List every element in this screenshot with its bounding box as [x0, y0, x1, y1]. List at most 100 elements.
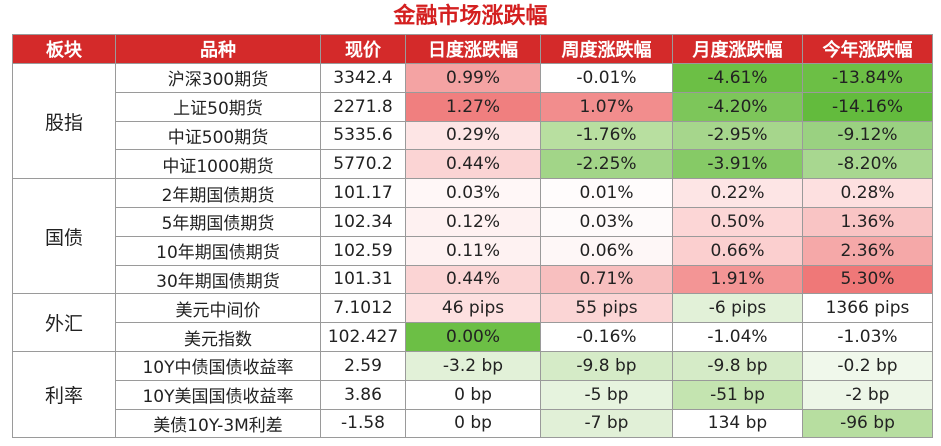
change-cell: 1.36%	[802, 206, 933, 237]
change-cell: -1.76%	[540, 120, 673, 151]
change-cell: 0.28%	[802, 178, 933, 208]
change-cell: 0.03%	[540, 206, 673, 237]
header-cell: 品种	[115, 34, 321, 64]
change-cell: -14.16%	[802, 91, 933, 122]
change-cell: 46 pips	[405, 293, 541, 324]
change-cell: -7 bp	[540, 408, 673, 439]
change-cell: -2.95%	[672, 120, 803, 151]
change-cell: -1.03%	[802, 322, 933, 352]
product-cell: 10Y美国国债收益率	[115, 379, 321, 410]
table-row: 美债10Y-3M利差 -1.58 0 bp -7 bp 134 bp -96 bp	[13, 408, 933, 439]
change-cell: 0.44%	[405, 149, 541, 180]
header-cell: 周度涨跌幅	[540, 34, 673, 64]
change-cell: 0.00%	[405, 322, 541, 352]
price-cell: 101.17	[320, 178, 406, 208]
change-cell: 0.03%	[405, 178, 541, 208]
change-cell: -9.12%	[802, 120, 933, 151]
header-cell: 日度涨跌幅	[405, 34, 541, 64]
group-cell: 利率	[12, 350, 116, 439]
header-cell: 今年涨跌幅	[802, 34, 933, 64]
product-cell: 美元指数	[115, 322, 321, 352]
change-cell: -3.91%	[672, 149, 803, 180]
change-cell: 2.36%	[802, 235, 933, 266]
change-cell: 0.12%	[405, 206, 541, 237]
table-row: 10年期国债期货 102.59 0.11% 0.06% 0.66% 2.36%	[13, 235, 933, 266]
change-cell: 0.11%	[405, 235, 541, 266]
table-row: 中证500期货 5335.6 0.29% -1.76% -2.95% -9.12%	[13, 120, 933, 151]
price-cell: 2.59	[320, 350, 406, 381]
change-cell: 1.27%	[405, 91, 541, 122]
product-cell: 中证500期货	[115, 120, 321, 151]
change-cell: -2 bp	[802, 379, 933, 410]
price-cell: 5770.2	[320, 149, 406, 180]
change-cell: -8.20%	[802, 149, 933, 180]
table-row: 外汇 美元中间价 7.1012 46 pips 55 pips -6 pips 1366 p…	[12, 293, 933, 352]
title: 金融市场涨跌幅	[393, 4, 548, 29]
change-cell: 5.30%	[802, 264, 933, 295]
product-cell: 沪深300期货	[115, 63, 321, 93]
change-cell: 134 bp	[672, 408, 803, 439]
market-table: 板块 品种 现价 日度涨跌幅 周度涨跌幅 月度涨跌幅 今年涨跌幅 股指 沪深300期货 3342…	[12, 34, 933, 439]
change-cell: -4.61%	[672, 63, 803, 93]
change-cell: 0.29%	[405, 120, 541, 151]
change-cell: 1.91%	[672, 264, 803, 295]
price-cell: 102.34	[320, 206, 406, 237]
change-cell: 55 pips	[540, 293, 673, 324]
change-cell: 1366 pips	[802, 293, 933, 324]
group-cell: 国债	[12, 178, 116, 295]
price-cell: -1.58	[320, 408, 406, 439]
price-cell: 3.86	[320, 379, 406, 410]
price-cell: 3342.4	[320, 63, 406, 93]
table-row: 利率 10Y中债国债收益率 2.59 -3.2 bp -9.8 bp -9.8 bp -0.…	[12, 350, 933, 439]
change-cell: -0.01%	[540, 63, 673, 93]
header-row: 板块 品种 现价 日度涨跌幅 周度涨跌幅 月度涨跌幅 今年涨跌幅	[12, 34, 933, 64]
change-cell: -9.8 bp	[540, 350, 673, 381]
change-cell: -13.84%	[802, 63, 933, 93]
price-cell: 101.31	[320, 264, 406, 295]
table-row: 5年期国债期货 102.34 0.12% 0.03% 0.50% 1.36%	[13, 206, 933, 237]
header-cell: 现价	[320, 34, 406, 64]
change-cell: 1.07%	[540, 91, 673, 122]
price-cell: 2271.8	[320, 91, 406, 122]
product-cell: 2年期国债期货	[115, 178, 321, 208]
change-cell: 0.50%	[672, 206, 803, 237]
header-cell: 板块	[12, 34, 116, 64]
group-cell: 股指	[12, 62, 116, 180]
product-cell: 30年期国债期货	[115, 264, 321, 295]
change-cell: 0.99%	[405, 63, 541, 93]
change-cell: 0.66%	[672, 235, 803, 266]
price-cell: 102.59	[320, 235, 406, 266]
table-row: 股指 沪深300期货 3342.4 0.99% -0.01% -4.61% -13.84%	[12, 62, 933, 180]
table-row: 国债 2年期国债期货 101.17 0.03% 0.01% 0.22% 0.28%	[12, 178, 933, 295]
table-row: 上证50期货 2271.8 1.27% 1.07% -4.20% -14.16%	[13, 91, 933, 122]
product-cell: 10Y中债国债收益率	[115, 350, 321, 381]
change-cell: -5 bp	[540, 379, 673, 410]
change-cell: -2.25%	[540, 149, 673, 180]
product-cell: 中证1000期货	[115, 149, 321, 180]
product-cell: 美债10Y-3M利差	[115, 408, 321, 439]
change-cell: -1.04%	[672, 322, 803, 352]
change-cell: -51 bp	[672, 379, 803, 410]
product-cell: 5年期国债期货	[115, 206, 321, 237]
change-cell: 0.22%	[672, 178, 803, 208]
product-cell: 10年期国债期货	[115, 235, 321, 266]
change-cell: 0.71%	[540, 264, 673, 295]
product-cell: 美元中间价	[115, 293, 321, 324]
change-cell: -96 bp	[802, 408, 933, 439]
product-cell: 上证50期货	[115, 91, 321, 122]
group-cell: 外汇	[12, 293, 116, 352]
change-cell: -0.16%	[540, 322, 673, 352]
change-cell: -4.20%	[672, 91, 803, 122]
table-row: 10Y美国国债收益率 3.86 0 bp -5 bp -51 bp -2 bp	[13, 379, 933, 410]
change-cell: 0 bp	[405, 379, 541, 410]
change-cell: 0.06%	[540, 235, 673, 266]
change-cell: -0.2 bp	[802, 350, 933, 381]
change-cell: 0.01%	[540, 178, 673, 208]
change-cell: -9.8 bp	[672, 350, 803, 381]
price-cell: 102.427	[320, 322, 406, 352]
price-cell: 7.1012	[320, 293, 406, 324]
table-row: 中证1000期货 5770.2 0.44% -2.25% -3.91% -8.20%	[13, 149, 933, 180]
change-cell: -3.2 bp	[405, 350, 541, 381]
change-cell: 0 bp	[405, 408, 541, 439]
